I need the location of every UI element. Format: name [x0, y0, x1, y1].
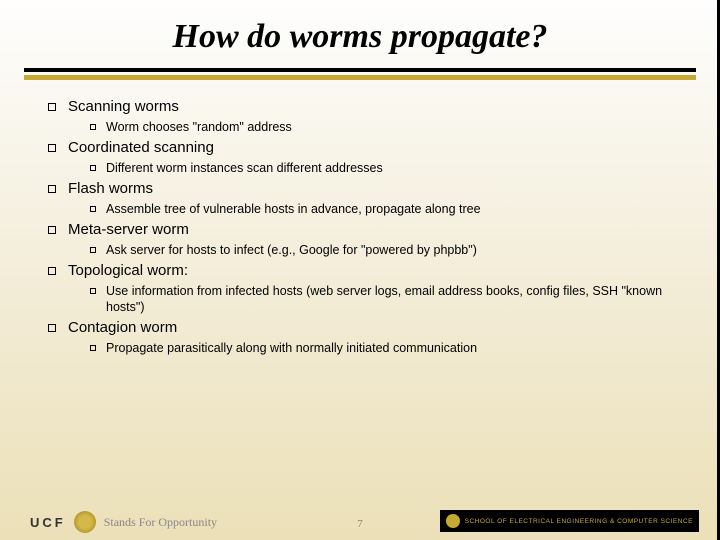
dept-text: SCHOOL OF ELECTRICAL ENGINEERING & COMPU… — [465, 518, 693, 525]
list-item: Contagion worm — [48, 319, 692, 336]
square-bullet-icon — [90, 124, 96, 130]
list-item: Flash worms — [48, 180, 692, 197]
content-area: Scanning worms Worm chooses "random" add… — [0, 80, 720, 357]
slide-title: How do worms propagate? — [0, 0, 720, 56]
footer: UCF Stands For Opportunity SCHOOL OF ELE… — [0, 504, 717, 540]
square-bullet-icon — [90, 247, 96, 253]
list-subitem: Different worm instances scan different … — [90, 160, 692, 177]
list-item-label: Contagion worm — [68, 319, 177, 336]
list-subitem-text: Worm chooses "random" address — [106, 119, 292, 136]
ucf-logo-text: UCF — [30, 515, 66, 530]
list-item-label: Meta-server worm — [68, 221, 189, 238]
square-bullet-icon — [48, 267, 56, 275]
list-item: Topological worm: — [48, 262, 692, 279]
list-subitem-text: Different worm instances scan different … — [106, 160, 383, 177]
footer-left: UCF Stands For Opportunity — [0, 511, 217, 533]
pegasus-icon — [74, 511, 96, 533]
list-subitem: Ask server for hosts to infect (e.g., Go… — [90, 242, 692, 259]
list-item: Coordinated scanning — [48, 139, 692, 156]
list-subitem: Worm chooses "random" address — [90, 119, 692, 136]
square-bullet-icon — [48, 103, 56, 111]
seal-icon — [446, 514, 460, 528]
divider-black — [24, 68, 696, 72]
list-item-label: Scanning worms — [68, 98, 179, 115]
list-item-label: Flash worms — [68, 180, 153, 197]
list-item-label: Topological worm: — [68, 262, 188, 279]
square-bullet-icon — [48, 324, 56, 332]
list-item: Meta-server worm — [48, 221, 692, 238]
list-item: Scanning worms — [48, 98, 692, 115]
square-bullet-icon — [48, 226, 56, 234]
square-bullet-icon — [90, 206, 96, 212]
square-bullet-icon — [90, 165, 96, 171]
square-bullet-icon — [90, 345, 96, 351]
square-bullet-icon — [48, 144, 56, 152]
square-bullet-icon — [90, 288, 96, 294]
list-subitem: Assemble tree of vulnerable hosts in adv… — [90, 201, 692, 218]
list-subitem: Use information from infected hosts (web… — [90, 283, 692, 317]
list-subitem: Propagate parasitically along with norma… — [90, 340, 692, 357]
list-item-label: Coordinated scanning — [68, 139, 214, 156]
list-subitem-text: Propagate parasitically along with norma… — [106, 340, 477, 357]
list-subitem-text: Ask server for hosts to infect (e.g., Go… — [106, 242, 477, 259]
list-subitem-text: Use information from infected hosts (web… — [106, 283, 692, 317]
dept-badge: SCHOOL OF ELECTRICAL ENGINEERING & COMPU… — [440, 510, 699, 532]
list-subitem-text: Assemble tree of vulnerable hosts in adv… — [106, 201, 481, 218]
tagline-text: Stands For Opportunity — [104, 515, 217, 530]
square-bullet-icon — [48, 185, 56, 193]
